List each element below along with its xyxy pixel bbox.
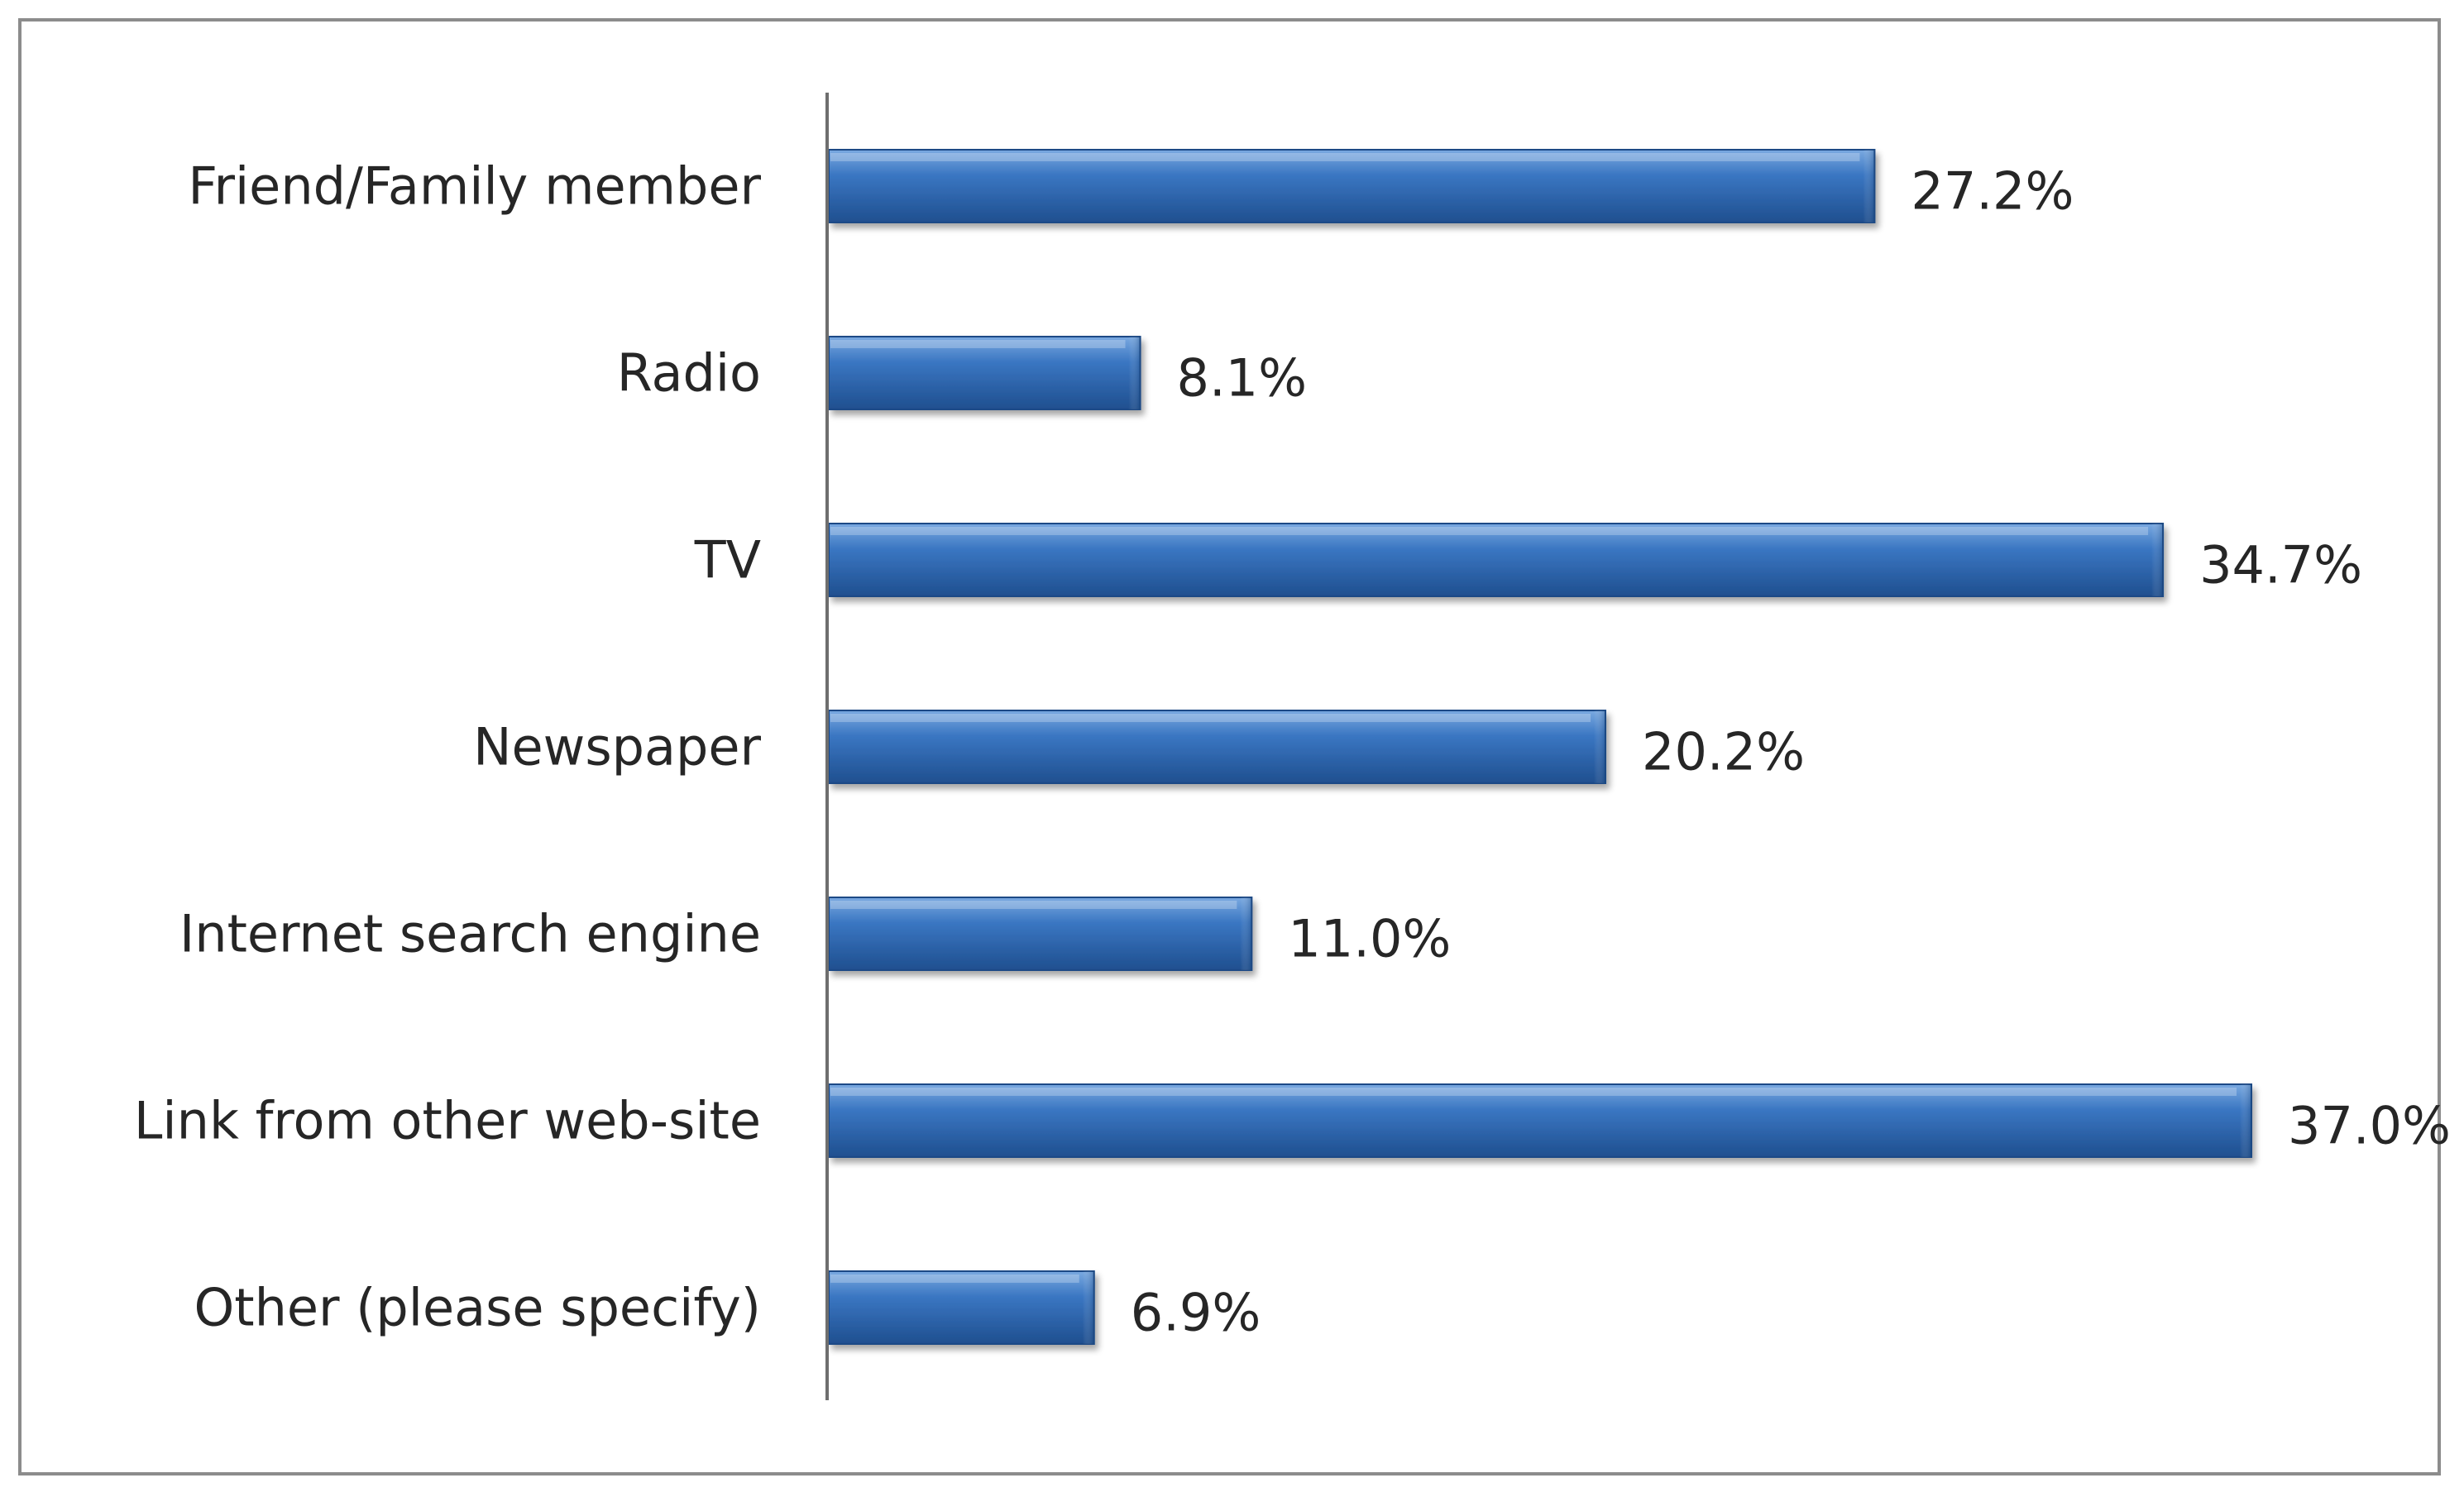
bar-highlight — [830, 714, 1591, 722]
value-label: 6.9% — [1131, 1283, 1261, 1343]
category-labels: Friend/Family member Radio TV Newspaper Inte… — [134, 156, 762, 1338]
category-label: Newspaper — [473, 717, 761, 777]
bar-highlight — [830, 901, 1237, 909]
category-label: Radio — [617, 343, 761, 404]
bar — [828, 1083, 2252, 1158]
bar — [828, 897, 1253, 971]
bar — [828, 523, 2165, 597]
bar-highlight — [830, 527, 2149, 535]
value-labels: 27.2% 8.1% 34.7% 20.2% 11.0% 37.0% 6.9% — [1131, 161, 2451, 1343]
bar-body — [828, 336, 1141, 410]
bar-body — [828, 149, 1876, 223]
bar — [828, 1270, 1095, 1345]
bar — [828, 336, 1141, 410]
value-label: 37.0% — [2288, 1096, 2451, 1156]
bar-end-cap — [2240, 1084, 2251, 1157]
category-label: TV — [694, 530, 761, 591]
value-label: 8.1% — [1177, 348, 1308, 409]
category-label: Link from other web-site — [134, 1091, 761, 1151]
value-label: 27.2% — [1911, 161, 2074, 222]
bar-end-cap — [1128, 337, 1141, 409]
value-label: 11.0% — [1288, 909, 1451, 969]
bar — [828, 710, 1607, 784]
bar-end-cap — [1082, 1271, 1094, 1344]
bar-highlight — [830, 153, 1860, 161]
bar-end-cap — [1594, 710, 1606, 783]
bar-end-cap — [1863, 150, 1875, 222]
bar-body — [828, 897, 1253, 971]
bar-end-cap — [2151, 524, 2164, 596]
bar-highlight — [830, 340, 1126, 348]
bars-layer — [828, 149, 2252, 1345]
bar — [828, 149, 1876, 223]
bar-body — [828, 523, 2165, 597]
category-label: Internet search engine — [179, 904, 761, 964]
category-label: Other (please specify) — [194, 1278, 761, 1338]
value-label: 20.2% — [1642, 722, 1805, 782]
bar-highlight — [830, 1275, 1079, 1283]
bar-body — [828, 1083, 2252, 1158]
value-label: 34.7% — [2199, 535, 2362, 595]
category-label: Friend/Family member — [188, 156, 761, 217]
bar-highlight — [830, 1088, 2237, 1096]
bar-body — [828, 710, 1607, 784]
bar-end-cap — [1240, 897, 1252, 970]
